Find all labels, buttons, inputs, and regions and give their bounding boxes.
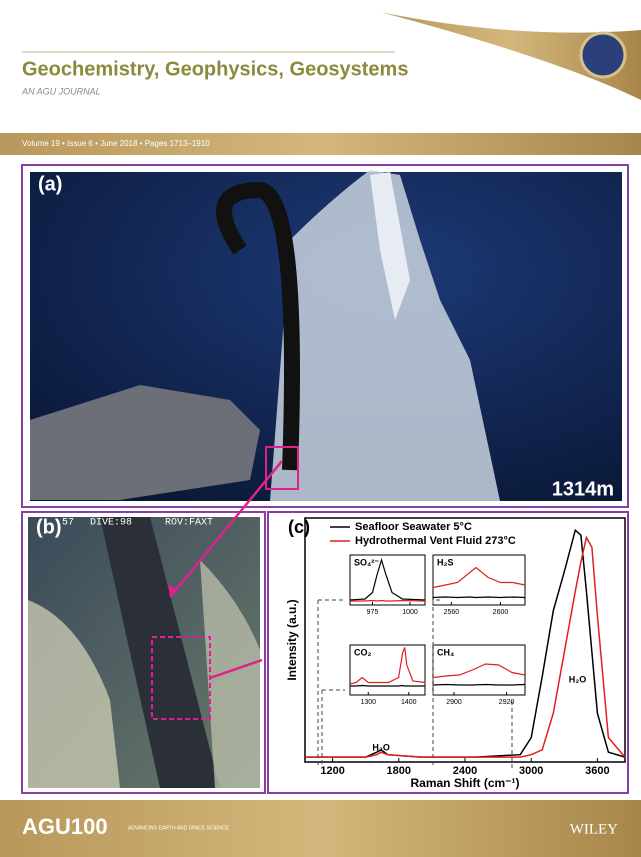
inset-label: SO₄²⁻ <box>354 557 379 567</box>
inset-label: H₂S <box>437 557 454 567</box>
inset-tick-label: 2600 <box>493 609 509 616</box>
inset-tick-label: 975 <box>367 609 379 616</box>
legend-label: Hydrothermal Vent Fluid 273°C <box>355 535 516 547</box>
x-tick-label: 1200 <box>320 765 344 777</box>
inset-tick-label: 1400 <box>401 699 417 706</box>
panel-label: (b) <box>36 516 62 538</box>
depth-label: 1314m <box>552 478 614 500</box>
journal-subtitle: AN AGU JOURNAL <box>21 86 101 96</box>
inset-tick-label: 2560 <box>444 609 460 616</box>
inset-label: CH₄ <box>437 647 454 657</box>
inset-line <box>433 685 525 686</box>
inset-line <box>350 601 425 602</box>
annotation: H₂O <box>372 742 390 752</box>
rov-overlay: 57 <box>62 518 74 529</box>
journal-title: Geochemistry, Geophysics, Geosystems <box>22 58 408 80</box>
inset-tick-label: 1300 <box>360 699 376 706</box>
agu-tagline: ADVANCING EARTH AND SPACE SCIENCE <box>128 825 230 831</box>
x-tick-label: 3000 <box>519 765 543 777</box>
x-tick-label: 1800 <box>387 765 411 777</box>
page: { "header": { "title": "Geochemistry, Ge… <box>0 0 641 857</box>
issue-info: Volume 19 • Issue 6 • June 2018 • Pages … <box>22 139 210 148</box>
x-axis-label: Raman Shift (cm⁻¹) <box>410 776 519 790</box>
agu-logo: AGU100 <box>22 814 108 839</box>
x-tick-label: 2400 <box>453 765 477 777</box>
inset-line <box>433 597 525 598</box>
cover: Geochemistry, Geophysics, Geosystems AN … <box>0 0 641 857</box>
x-tick-label: 3600 <box>585 765 609 777</box>
publisher: WILEY <box>570 821 618 837</box>
inset-line <box>350 686 425 687</box>
annotation: H₂O <box>569 674 587 684</box>
panel-label: (a) <box>38 173 62 195</box>
y-axis-label: Intensity (a.u.) <box>285 599 299 680</box>
panel-label: (c) <box>288 517 310 537</box>
inset-tick-label: 2900 <box>446 699 462 706</box>
legend-label: Seafloor Seawater 5°C <box>355 521 472 533</box>
journal-logo <box>581 33 625 77</box>
rov-overlay: DIVE:98 <box>90 518 132 529</box>
rov-overlay: ROV:FAXT <box>165 518 213 529</box>
inset-tick-label: 1000 <box>402 609 418 616</box>
inset-label: CO₂ <box>354 647 372 657</box>
